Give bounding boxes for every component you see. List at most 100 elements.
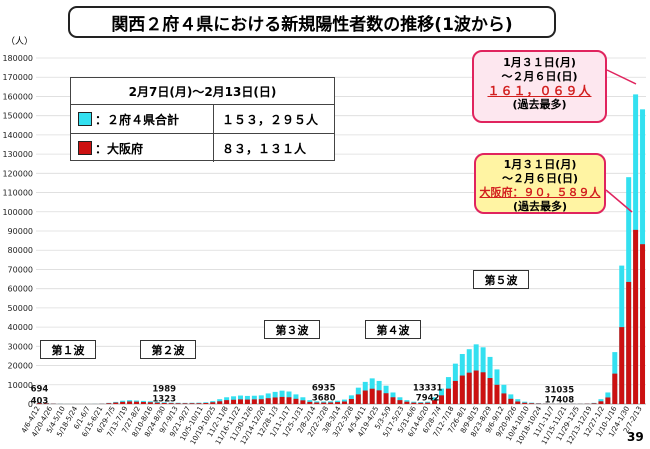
y-tick-label: 50000	[8, 304, 33, 313]
bar-osaka	[425, 402, 431, 404]
y-tick-label: 20000	[8, 362, 33, 371]
bar-osaka	[362, 390, 368, 404]
callout-total-leader	[606, 69, 637, 85]
bar-osaka	[293, 398, 299, 404]
y-tick-label: 80000	[8, 246, 33, 255]
peak-label: 6935	[312, 384, 336, 394]
bar-osaka	[251, 399, 257, 404]
bar-osaka	[376, 390, 382, 404]
y-axis-unit: （人）	[6, 36, 33, 47]
callout-total-line2: ～２月６日(日)	[501, 70, 578, 83]
peak-label: 7942	[416, 394, 440, 404]
summary-row-osaka: ：大阪府 ８３，１３１人	[71, 133, 334, 162]
callout-total-record: 1月３１日(月) ～２月６日(日) １６１，０６９人 (過去最多)	[472, 50, 607, 123]
peak-label: 1989	[152, 384, 176, 394]
bar-osaka	[36, 403, 42, 404]
peak-label: 694	[31, 385, 49, 395]
y-tick-label: 130000	[2, 150, 33, 159]
summary-value-osaka: ８３，１３１人	[213, 134, 334, 162]
bar-osaka	[120, 401, 126, 404]
y-tick-label: 140000	[2, 131, 33, 140]
page-number: 39	[627, 430, 644, 444]
bar-osaka	[134, 401, 140, 404]
peak-label: 31035	[545, 386, 575, 396]
bar-osaka	[411, 402, 417, 404]
bar-osaka	[598, 401, 604, 404]
bar-osaka	[605, 397, 611, 404]
bar-osaka	[501, 393, 507, 404]
bar-osaka	[432, 400, 438, 404]
bar-osaka	[203, 403, 209, 404]
bar-osaka	[168, 403, 174, 404]
bar-osaka	[217, 401, 223, 404]
bar-osaka	[508, 398, 514, 404]
peak-label: 1323	[152, 394, 176, 404]
y-tick-label: 120000	[2, 169, 33, 178]
bar-osaka	[328, 402, 334, 404]
callout-osaka-value-line: 大阪府：９０，５８９人	[476, 186, 604, 200]
y-tick-label: 10000	[8, 381, 33, 390]
bar-osaka	[182, 403, 188, 404]
bar-osaka	[529, 403, 535, 404]
bar-osaka	[147, 402, 153, 404]
bar-osaka	[314, 402, 320, 404]
bar-osaka	[224, 400, 230, 404]
bar-osaka	[522, 402, 528, 404]
bar-osaka	[300, 400, 306, 404]
y-tick-label: 150000	[2, 112, 33, 121]
bar-osaka	[231, 399, 237, 404]
bar-osaka	[106, 403, 112, 404]
bar-osaka	[369, 388, 375, 404]
bar-osaka	[348, 399, 354, 404]
bar-osaka	[404, 401, 410, 404]
y-tick-label: 60000	[8, 285, 33, 294]
callout-osaka-value: ９０，５８９人	[523, 186, 601, 199]
bar-osaka	[341, 401, 347, 404]
bar-osaka	[452, 380, 458, 404]
bar-osaka	[307, 401, 313, 404]
total-swatch	[78, 112, 92, 126]
summary-value-total: １５３，２９５人	[213, 105, 334, 133]
bar-osaka	[591, 403, 597, 404]
osaka-swatch	[78, 141, 92, 155]
wave-label-1: 第１波	[40, 340, 96, 359]
callout-osaka-note: (過去最多)	[512, 200, 568, 213]
bar-osaka	[272, 397, 278, 404]
y-tick-label: 70000	[8, 265, 33, 274]
callout-total-note: (過去最多)	[512, 98, 567, 111]
peak-label: 13331	[413, 384, 443, 394]
y-tick-label: 180000	[2, 54, 33, 63]
bar-osaka	[258, 399, 264, 404]
bar-osaka	[321, 402, 327, 404]
bar-osaka	[210, 402, 216, 404]
bar-osaka	[286, 397, 292, 404]
peak-label: 3680	[312, 394, 336, 404]
bar-osaka	[515, 401, 521, 404]
y-tick-label: 160000	[2, 92, 33, 101]
bar-osaka	[279, 396, 285, 404]
bar-osaka	[154, 402, 160, 404]
wave-label-3: 第３波	[264, 320, 320, 339]
bar-osaka	[355, 394, 361, 404]
callout-total-value: １６１，０６９人	[487, 84, 592, 98]
peak-label: 17408	[545, 396, 575, 406]
bar-osaka	[335, 402, 341, 404]
y-tick-label: 100000	[2, 208, 33, 217]
bar-osaka	[612, 373, 618, 404]
bar-osaka	[459, 375, 465, 404]
bar-osaka	[480, 372, 486, 404]
callout-osaka-record: 1月３１日(月) ～２月６日(日) 大阪府：９０，５８９人 (過去最多)	[474, 153, 606, 214]
bar-osaka	[161, 402, 167, 404]
bar-osaka	[439, 395, 445, 404]
callout-total-line1: 1月３１日(月)	[503, 56, 576, 69]
y-tick-label: 110000	[2, 189, 33, 198]
bar-osaka	[237, 399, 243, 404]
bar-osaka	[244, 399, 250, 404]
bar-osaka	[189, 403, 195, 404]
summary-period: 2月7日(月)～2月13日(日)	[71, 78, 334, 105]
y-tick-label: 30000	[8, 342, 33, 351]
period-summary-table: 2月7日(月)～2月13日(日) ：２府４県合計 １５３，２９５人 ：大阪府 ８…	[70, 77, 335, 162]
bar-osaka	[640, 244, 646, 404]
bar-osaka	[196, 403, 202, 404]
bar-osaka	[43, 403, 49, 404]
